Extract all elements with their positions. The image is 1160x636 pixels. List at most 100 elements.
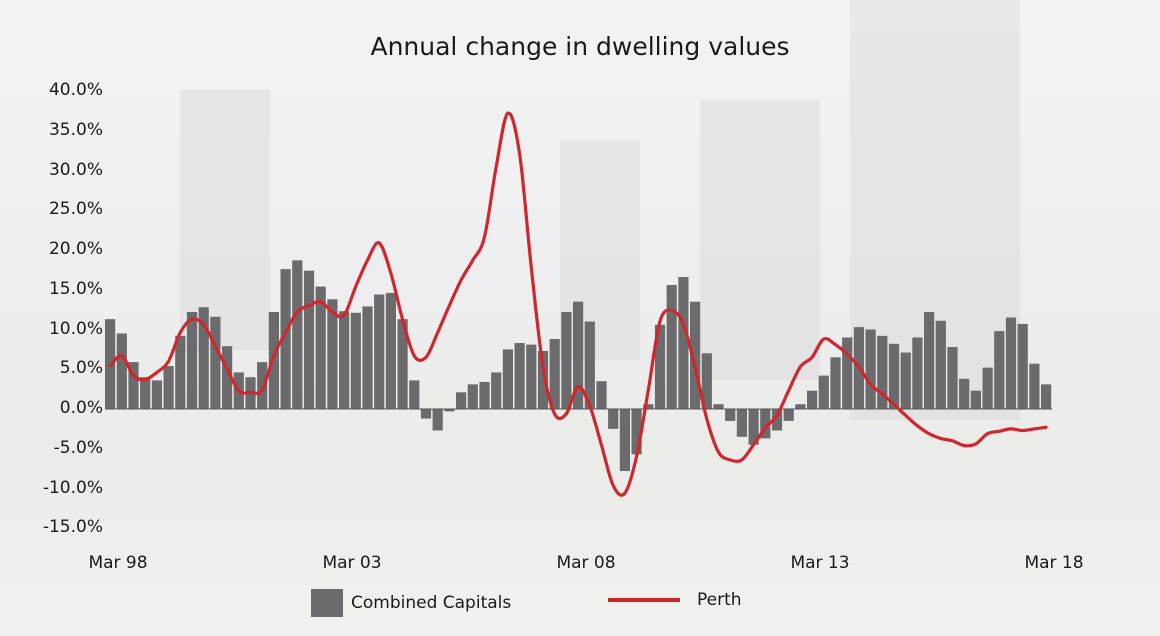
bar-combined-capitals [128, 362, 139, 409]
bar-combined-capitals [1041, 384, 1052, 409]
bar-combined-capitals [339, 311, 350, 409]
bar-combined-capitals [1017, 323, 1028, 409]
bar-combined-capitals [736, 409, 747, 437]
bar-combined-capitals [865, 329, 876, 409]
bar-combined-capitals [795, 404, 806, 409]
bar-combined-capitals [222, 346, 233, 409]
bar-combined-capitals [116, 333, 127, 409]
bar-combined-capitals [748, 409, 759, 445]
bar-combined-capitals [713, 404, 724, 409]
bar-combined-capitals [163, 366, 174, 409]
y-tick-label: -10.0% [42, 477, 103, 498]
bar-combined-capitals [701, 353, 712, 409]
bar-combined-capitals [935, 320, 946, 409]
bar-combined-capitals [596, 381, 607, 409]
bar-combined-capitals [549, 339, 560, 409]
bar-combined-capitals [420, 409, 432, 419]
bar-combined-capitals [140, 377, 151, 409]
legend-label: Perth [697, 590, 742, 610]
bar-combined-capitals [807, 390, 818, 409]
bar-combined-capitals [561, 312, 572, 409]
legend-item-combined-capitals: Combined Capitals [311, 589, 511, 617]
bar-combined-capitals [479, 381, 490, 409]
y-tick-label: 5.0% [59, 358, 103, 379]
y-tick-label: 0.0% [59, 398, 103, 418]
bar-combined-capitals [1029, 363, 1040, 409]
bar-combined-capitals [315, 286, 326, 409]
bar-combined-capitals [900, 352, 911, 409]
bar-combined-capitals [257, 362, 268, 409]
x-tick-label: Mar 08 [556, 553, 616, 573]
chart-title: Annual change in dwelling values [370, 32, 790, 61]
bar-combined-capitals [912, 337, 923, 409]
bar-combined-capitals [175, 335, 186, 409]
y-tick-label: 25.0% [48, 199, 103, 220]
bar-combined-capitals [783, 409, 794, 421]
x-tick-label: Mar 98 [88, 553, 148, 573]
y-tick-label: 10.0% [48, 318, 103, 339]
bar-combined-capitals [830, 357, 841, 409]
legend-label: Combined Capitals [351, 593, 512, 613]
bar-combined-capitals [631, 409, 642, 455]
bar-combined-capitals [151, 380, 162, 409]
bar-combined-capitals [502, 349, 513, 409]
bar-combined-capitals [877, 335, 888, 409]
bar-combined-capitals [584, 321, 595, 409]
bar-combined-capitals [842, 337, 853, 409]
bar-combined-capitals [537, 350, 549, 409]
bar-combined-capitals [619, 409, 630, 472]
bar-combined-capitals [725, 409, 736, 421]
bar-combined-capitals [666, 284, 677, 409]
legend-swatch-line [608, 598, 680, 602]
bar-combined-capitals [456, 392, 467, 409]
bar-combined-capitals [374, 294, 385, 409]
bar-combined-capitals [643, 404, 654, 409]
bar-combined-capitals [947, 346, 958, 409]
bar-combined-capitals [959, 378, 970, 409]
bar-combined-capitals [210, 316, 221, 409]
bar-combined-capitals [970, 390, 981, 409]
legend-swatch-bar [311, 589, 343, 617]
bar-combined-capitals [608, 409, 619, 429]
y-tick-label: -15.0% [42, 517, 103, 538]
bar-combined-capitals [280, 269, 291, 409]
combined-capitals-bars [105, 260, 1052, 472]
bar-combined-capitals [268, 312, 279, 409]
y-tick-label: -5.0% [53, 437, 103, 458]
bar-combined-capitals [432, 409, 443, 431]
bar-combined-capitals [994, 331, 1005, 409]
bar-combined-capitals [362, 306, 373, 409]
bar-combined-capitals [514, 343, 525, 409]
y-tick-label: 15.0% [48, 278, 103, 299]
bar-combined-capitals [397, 319, 408, 409]
bar-combined-capitals [924, 312, 935, 409]
bar-combined-capitals [467, 384, 478, 409]
bar-combined-capitals [444, 409, 455, 412]
bar-combined-capitals [771, 409, 783, 431]
bar-combined-capitals [198, 307, 209, 409]
perth-line [108, 111, 1048, 497]
bar-combined-capitals [982, 367, 993, 409]
bar-combined-capitals [491, 372, 502, 409]
bar-combined-capitals [573, 301, 584, 409]
x-tick-label: Mar 03 [322, 553, 382, 573]
bar-combined-capitals [654, 324, 666, 409]
legend-item-perth: Perth [608, 590, 742, 610]
bar-combined-capitals [409, 380, 420, 409]
bar-combined-capitals [1005, 317, 1017, 409]
y-tick-label: 20.0% [48, 239, 103, 259]
y-tick-label: 40.0% [48, 80, 103, 100]
y-tick-label: 30.0% [48, 159, 103, 180]
bar-combined-capitals [186, 312, 198, 409]
bar-combined-capitals [327, 299, 338, 409]
bar-combined-capitals [526, 344, 537, 409]
bar-combined-capitals [385, 292, 396, 409]
bar-combined-capitals [292, 260, 303, 409]
bar-combined-capitals [303, 270, 315, 409]
x-tick-label: Mar 18 [1024, 553, 1084, 573]
bar-combined-capitals [678, 277, 689, 409]
bar-combined-capitals [690, 301, 701, 409]
bar-combined-capitals [888, 343, 900, 409]
y-tick-label: 35.0% [48, 119, 103, 140]
